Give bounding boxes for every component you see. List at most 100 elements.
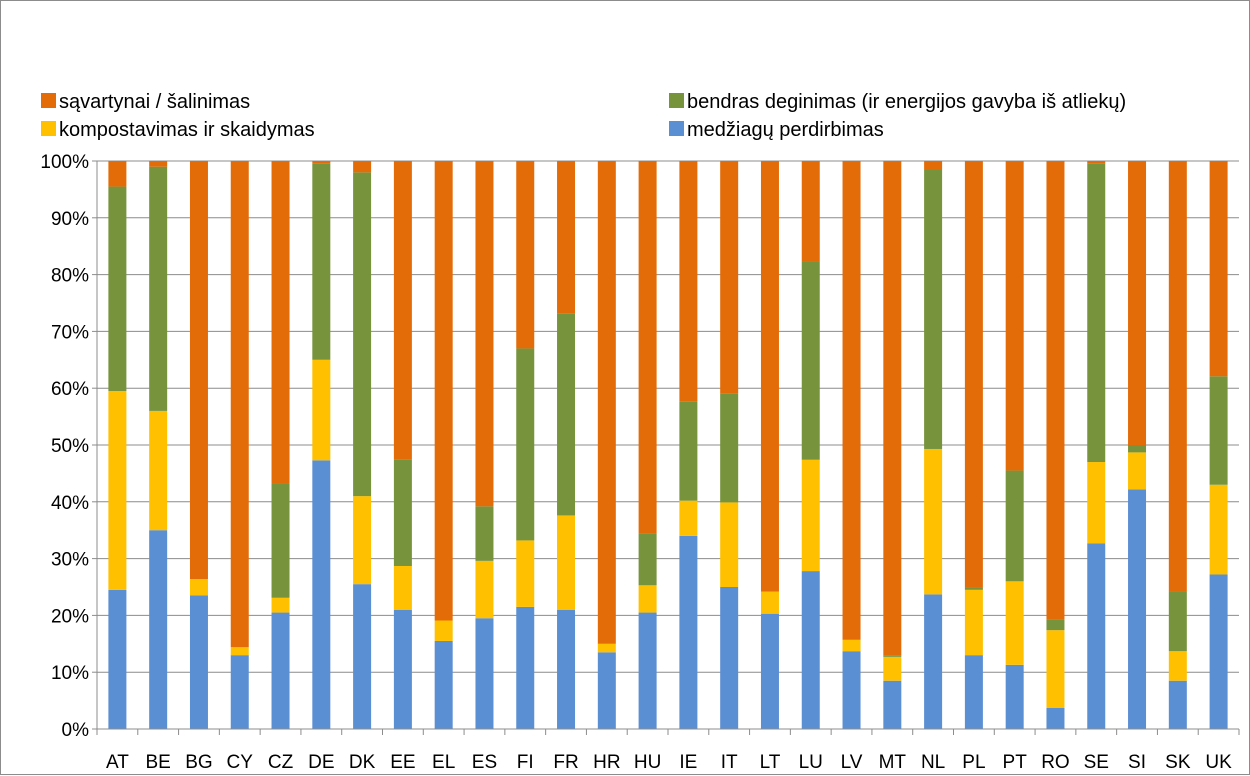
bar-segment bbox=[189, 579, 208, 596]
bar-segment bbox=[1005, 470, 1024, 582]
bar-segment bbox=[1128, 445, 1147, 453]
x-tick-label: ES bbox=[472, 752, 497, 773]
bar-segment bbox=[1168, 161, 1187, 592]
y-tick-label: 100% bbox=[40, 152, 89, 173]
x-tick-label: HR bbox=[593, 752, 620, 773]
x-tick-label: NL bbox=[921, 752, 945, 773]
legend: sąvartynai / šalinimas bendras deginimas … bbox=[41, 91, 1126, 141]
bar-segment bbox=[1087, 543, 1106, 729]
y-tick-label: 50% bbox=[51, 436, 89, 457]
bar-segment bbox=[679, 161, 698, 402]
bar-segment bbox=[883, 656, 902, 681]
legend-label: kompostavimas ir skaidymas bbox=[59, 119, 315, 141]
legend-item: bendras deginimas (ir energijos gavyba i… bbox=[669, 91, 1126, 113]
bar-segment bbox=[475, 506, 494, 561]
bar-segment bbox=[230, 647, 249, 656]
bar-segment bbox=[108, 391, 127, 590]
bar-segment bbox=[149, 410, 168, 531]
bar-segment bbox=[516, 161, 535, 349]
bar-segment bbox=[638, 533, 657, 586]
bar-segment bbox=[924, 594, 943, 729]
bar-segment bbox=[679, 500, 698, 536]
bar-segment bbox=[475, 560, 494, 619]
y-tick-label: 90% bbox=[51, 209, 89, 230]
bar-segment bbox=[720, 161, 739, 394]
bar-segment bbox=[189, 161, 208, 580]
bar-segment bbox=[516, 606, 535, 729]
bar-segment bbox=[230, 161, 249, 648]
bar-segment bbox=[1087, 161, 1106, 164]
bar-segment bbox=[353, 172, 372, 497]
legend-label: bendras deginimas (ir energijos gavyba i… bbox=[687, 91, 1126, 113]
bar-segment bbox=[557, 609, 576, 729]
bar-segment bbox=[271, 597, 290, 613]
x-tick-label: IT bbox=[721, 752, 738, 773]
x-tick-label: HU bbox=[634, 752, 661, 773]
y-tick-label: 20% bbox=[51, 606, 89, 627]
legend-item: medžiagų perdirbimas bbox=[669, 119, 884, 141]
bar-segment bbox=[434, 620, 453, 641]
x-tick-label: CZ bbox=[268, 752, 294, 773]
bar-segment bbox=[149, 161, 168, 167]
bar-segment bbox=[271, 612, 290, 729]
bar-segment bbox=[720, 502, 739, 587]
bar-segment bbox=[108, 161, 127, 187]
bar-segment bbox=[964, 655, 983, 729]
bar-segment bbox=[760, 161, 779, 592]
x-tick-label: DK bbox=[349, 752, 376, 773]
bar-segment bbox=[312, 359, 331, 461]
bar-segment bbox=[638, 585, 657, 613]
bar-segment bbox=[1128, 452, 1147, 490]
x-tick-label: MT bbox=[879, 752, 907, 773]
bar-segment bbox=[801, 261, 820, 460]
bar-segment bbox=[638, 612, 657, 729]
bar-segment bbox=[1087, 462, 1106, 544]
bar-segment bbox=[924, 169, 943, 449]
bar-segment bbox=[842, 639, 861, 652]
bar-segment bbox=[597, 643, 616, 653]
bar-segment bbox=[801, 459, 820, 572]
legend-swatch bbox=[41, 93, 56, 108]
bar-segment bbox=[1168, 651, 1187, 681]
bar-segment bbox=[230, 655, 249, 729]
bar-segment bbox=[760, 591, 779, 614]
legend-label: medžiagų perdirbimas bbox=[687, 119, 884, 141]
bar-segment bbox=[108, 589, 127, 729]
bar-segment bbox=[312, 163, 331, 360]
bar-segment bbox=[516, 348, 535, 541]
y-tick-label: 40% bbox=[51, 493, 89, 514]
bar-segment bbox=[597, 161, 616, 644]
bar-segment bbox=[353, 161, 372, 173]
bar-segment bbox=[720, 587, 739, 729]
x-tick-label: CY bbox=[227, 752, 254, 773]
x-tick-label: RO bbox=[1041, 752, 1070, 773]
bar-segment bbox=[760, 613, 779, 729]
bar-segment bbox=[1209, 376, 1228, 485]
bar-segment bbox=[149, 530, 168, 729]
bar-segment bbox=[189, 595, 208, 729]
bar-segment bbox=[1168, 680, 1187, 729]
x-tick-label: PT bbox=[1003, 752, 1028, 773]
y-tick-label: 30% bbox=[51, 550, 89, 571]
x-tick-label: EL bbox=[432, 752, 455, 773]
bar-segment bbox=[353, 584, 372, 729]
bar-segment bbox=[1005, 664, 1024, 729]
x-tick-label: LT bbox=[760, 752, 781, 773]
bar-segment bbox=[883, 655, 902, 657]
y-tick-label: 80% bbox=[51, 266, 89, 287]
bar-segment bbox=[638, 161, 657, 534]
x-tick-label: FI bbox=[517, 752, 534, 773]
bar-segment bbox=[557, 313, 576, 516]
bar-segment bbox=[353, 496, 372, 585]
bar-segment bbox=[475, 618, 494, 729]
bar-segment bbox=[842, 161, 861, 640]
bar-segment bbox=[964, 161, 983, 588]
bar-segment bbox=[801, 161, 820, 262]
bar-segment bbox=[883, 680, 902, 729]
bar-segment bbox=[679, 401, 698, 501]
bar-segment bbox=[1005, 581, 1024, 665]
bar-segment bbox=[1209, 161, 1228, 377]
x-tick-label: FR bbox=[553, 752, 578, 773]
